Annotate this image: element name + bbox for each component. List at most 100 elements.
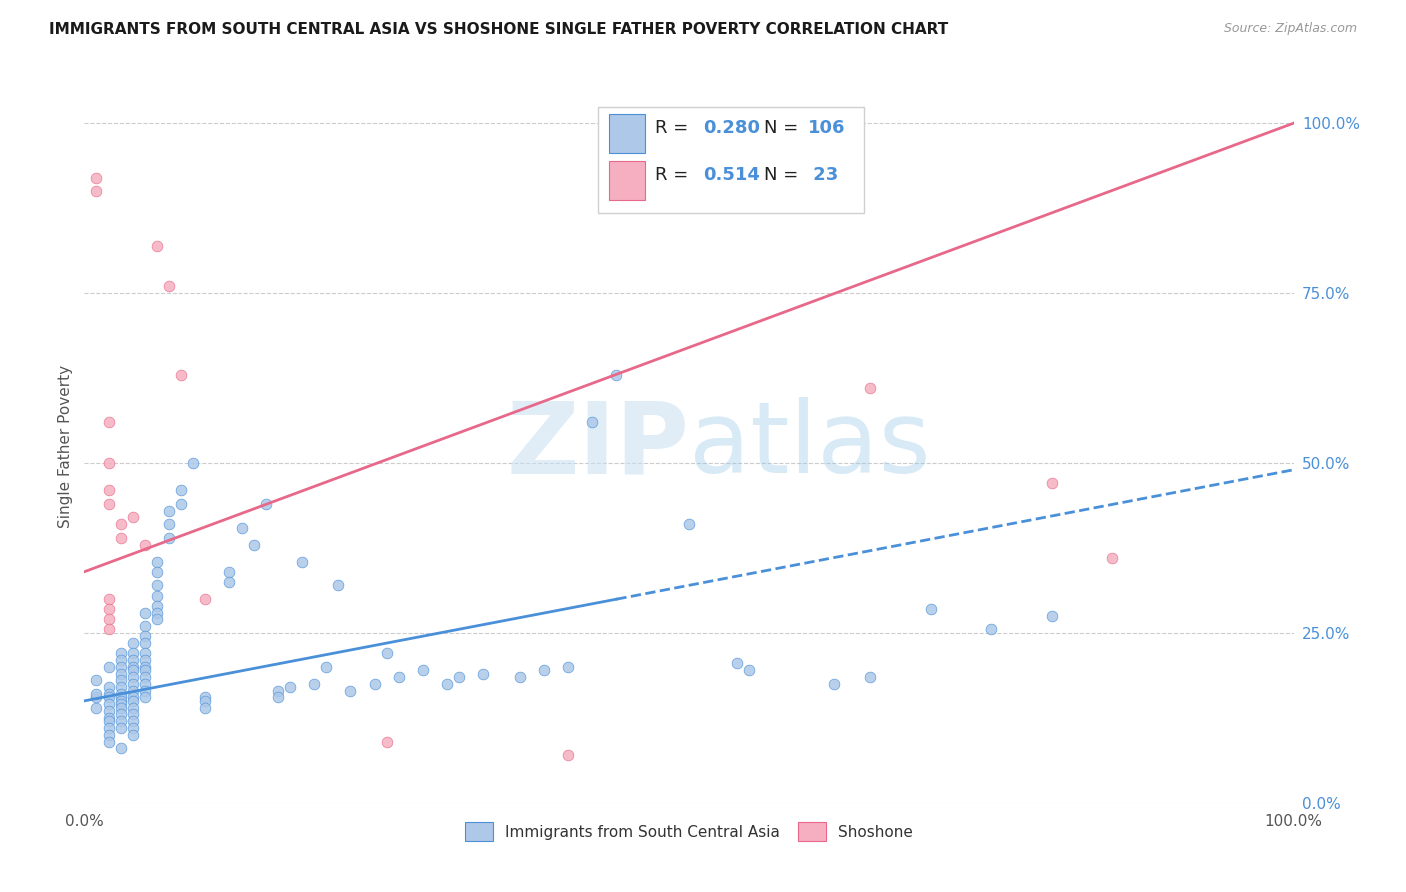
Point (110, 707, 132, 722)
Point (121, 510, 143, 524)
Text: Source: ZipAtlas.com: Source: ZipAtlas.com (1223, 22, 1357, 36)
Point (1101, 551, 1123, 566)
Point (134, 629, 156, 643)
Text: 23: 23 (807, 166, 839, 184)
Point (110, 680, 132, 694)
Point (110, 517, 132, 532)
Point (86, 170, 108, 185)
Point (134, 683, 156, 698)
Point (170, 483, 193, 498)
Point (97, 687, 120, 701)
Point (110, 700, 132, 714)
Text: 0.514: 0.514 (703, 166, 761, 184)
Point (134, 606, 156, 620)
Point (97, 497, 120, 511)
Text: ZIP: ZIP (506, 398, 689, 494)
Point (738, 663, 761, 677)
Point (980, 623, 1002, 637)
Point (823, 677, 845, 691)
Point (97, 721, 120, 735)
Point (134, 663, 156, 677)
Point (97, 483, 120, 498)
Point (134, 660, 156, 674)
Point (97, 734, 120, 748)
Point (194, 700, 217, 714)
Point (449, 670, 471, 684)
Point (121, 660, 143, 674)
Point (218, 565, 240, 579)
Point (194, 591, 217, 606)
Point (181, 456, 204, 470)
Point (315, 660, 337, 674)
Point (97, 714, 120, 729)
Text: R =: R = (655, 166, 695, 184)
Point (110, 673, 132, 688)
Point (859, 381, 882, 395)
Point (121, 646, 143, 660)
Point (121, 670, 143, 684)
Text: N =: N = (763, 120, 804, 137)
Point (146, 578, 169, 592)
Point (97, 415, 120, 429)
Point (97, 698, 120, 712)
Point (134, 670, 156, 684)
Point (110, 721, 132, 735)
Point (146, 612, 169, 626)
Point (97, 728, 120, 742)
Point (157, 517, 180, 532)
Point (267, 690, 290, 705)
Point (97, 711, 120, 725)
Point (1040, 608, 1063, 623)
Point (194, 690, 217, 705)
Text: atlas: atlas (689, 398, 931, 494)
Point (557, 660, 579, 674)
Point (134, 677, 156, 691)
Point (97, 612, 120, 626)
Point (134, 653, 156, 667)
Point (121, 690, 143, 705)
Point (121, 636, 143, 650)
Point (121, 683, 143, 698)
Point (436, 677, 458, 691)
Point (218, 574, 240, 589)
Point (121, 694, 143, 708)
FancyBboxPatch shape (599, 107, 865, 212)
Point (97, 623, 120, 637)
Point (110, 653, 132, 667)
Point (110, 660, 132, 674)
Point (121, 677, 143, 691)
Point (86, 184, 108, 198)
Point (194, 694, 217, 708)
Point (121, 700, 143, 714)
Point (97, 680, 120, 694)
Point (339, 683, 361, 698)
Point (157, 531, 180, 545)
Point (97, 591, 120, 606)
Point (231, 520, 253, 534)
Point (134, 619, 156, 633)
Point (472, 666, 495, 681)
Point (146, 565, 169, 579)
Point (557, 748, 579, 763)
Point (291, 555, 314, 569)
Point (121, 707, 143, 722)
Point (388, 670, 411, 684)
Point (134, 537, 156, 551)
Point (146, 555, 169, 569)
Point (267, 683, 290, 698)
Point (363, 677, 385, 691)
Point (110, 690, 132, 705)
Point (97, 660, 120, 674)
Point (121, 663, 143, 677)
Point (110, 741, 132, 756)
Point (581, 415, 603, 429)
Point (302, 677, 325, 691)
Text: IMMIGRANTS FROM SOUTH CENTRAL ASIA VS SHOSHONE SINGLE FATHER POVERTY CORRELATION: IMMIGRANTS FROM SOUTH CENTRAL ASIA VS SH… (49, 22, 949, 37)
Y-axis label: Single Father Poverty: Single Father Poverty (58, 365, 73, 527)
Point (86, 690, 108, 705)
Point (725, 657, 748, 671)
Text: 106: 106 (807, 120, 845, 137)
Point (412, 663, 434, 677)
Point (134, 636, 156, 650)
Point (97, 704, 120, 718)
